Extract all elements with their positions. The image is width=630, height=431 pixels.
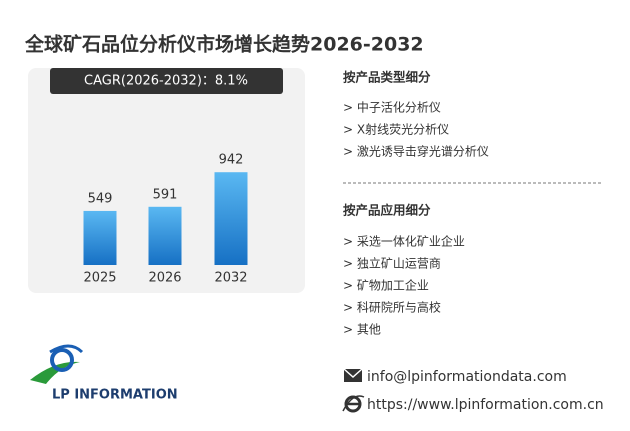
section-heading: 按产品应用细分 [343, 203, 431, 218]
list-item: > 中子活化分析仪 [343, 100, 441, 115]
email-icon [343, 368, 363, 382]
x-tick-label: 2026 [148, 271, 181, 286]
list-item: > X射线荧光分析仪 [343, 122, 449, 137]
list-item: > 采选一体化矿业企业 [343, 234, 465, 249]
website: https://www.lpinformation.com.cn [367, 397, 604, 413]
value-label: 591 [153, 187, 178, 202]
list-item: > 其他 [343, 323, 381, 337]
product-list: > 中子活化分析仪 > X射线荧光分析仪 > 激光诱导击穿光谱分析仪 [343, 100, 489, 159]
list-item: > 科研院所与高校 [343, 300, 441, 315]
logo: LP INFORMATION [30, 344, 178, 403]
cagr-box [50, 68, 283, 94]
section-heading: 按产品类型细分 [343, 70, 431, 85]
bar [83, 210, 117, 265]
value-label: 942 [219, 153, 244, 168]
bar [148, 206, 182, 265]
bar-chart: 549 2025 591 2026 942 2032 [83, 153, 247, 286]
logo-text: LP INFORMATION [52, 388, 178, 403]
application-list: > 采选一体化矿业企业 > 独立矿山运营商 > 矿物加工企业 > 科研院所与高校 > 其… [343, 234, 465, 337]
email: info@lpinformationdata.com [367, 369, 567, 385]
list-item: > 独立矿山运营商 [343, 256, 441, 271]
list-item: > 激光诱导击穿光谱分析仪 [343, 144, 489, 159]
web-icon [342, 395, 365, 413]
x-tick-label: 2025 [83, 271, 116, 286]
title: 全球矿石品位分析仪市场增长趋势2026-2032 [24, 33, 424, 56]
list-item: > 矿物加工企业 [343, 278, 429, 293]
value-label: 549 [88, 191, 113, 206]
cagr-label: CAGR(2026-2032)：8.1% [84, 74, 248, 89]
bar [214, 172, 248, 265]
x-tick-label: 2032 [214, 271, 247, 286]
